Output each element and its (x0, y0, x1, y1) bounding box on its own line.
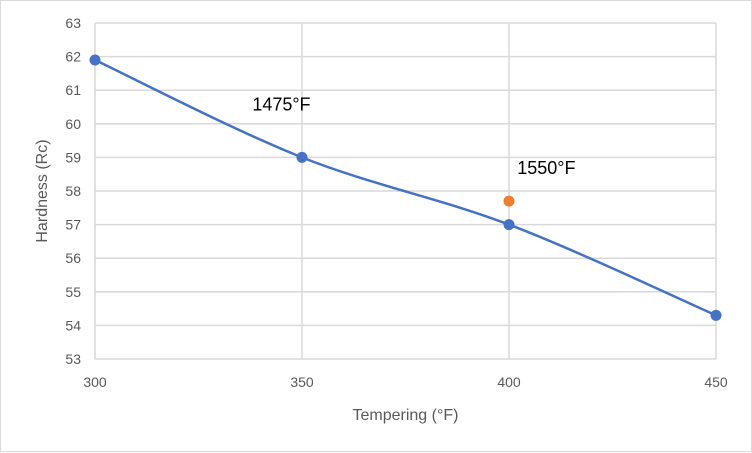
x-tick-label: 400 (497, 374, 521, 390)
x-tick-label: 450 (704, 374, 728, 390)
y-tick-label: 59 (65, 149, 81, 165)
data-point-series-0 (503, 219, 515, 231)
y-tick-label: 63 (65, 15, 81, 31)
y-tick-label: 58 (65, 183, 81, 199)
x-axis-title: Tempering (°F) (353, 407, 459, 424)
y-tick-label: 56 (65, 250, 81, 266)
annotation-label: 1550°F (517, 158, 575, 178)
data-point-series-0 (89, 54, 101, 66)
y-tick-label: 60 (65, 116, 81, 132)
y-tick-label: 53 (65, 351, 81, 367)
data-point-series-0 (710, 309, 722, 321)
series-line-0 (94, 58, 717, 317)
x-tick-label: 300 (83, 374, 107, 390)
y-tick-label: 57 (65, 217, 81, 233)
y-axis-title: Hardness (Rc) (34, 139, 51, 242)
y-tick-label: 62 (65, 49, 81, 65)
y-tick-label: 54 (65, 317, 81, 333)
annotation-label: 1475°F (252, 94, 310, 114)
data-point-series-1 (503, 195, 515, 207)
y-tick-label: 55 (65, 284, 81, 300)
data-point-series-0 (296, 151, 308, 163)
x-tick-label: 350 (290, 374, 314, 390)
y-tick-label: 61 (65, 82, 81, 98)
